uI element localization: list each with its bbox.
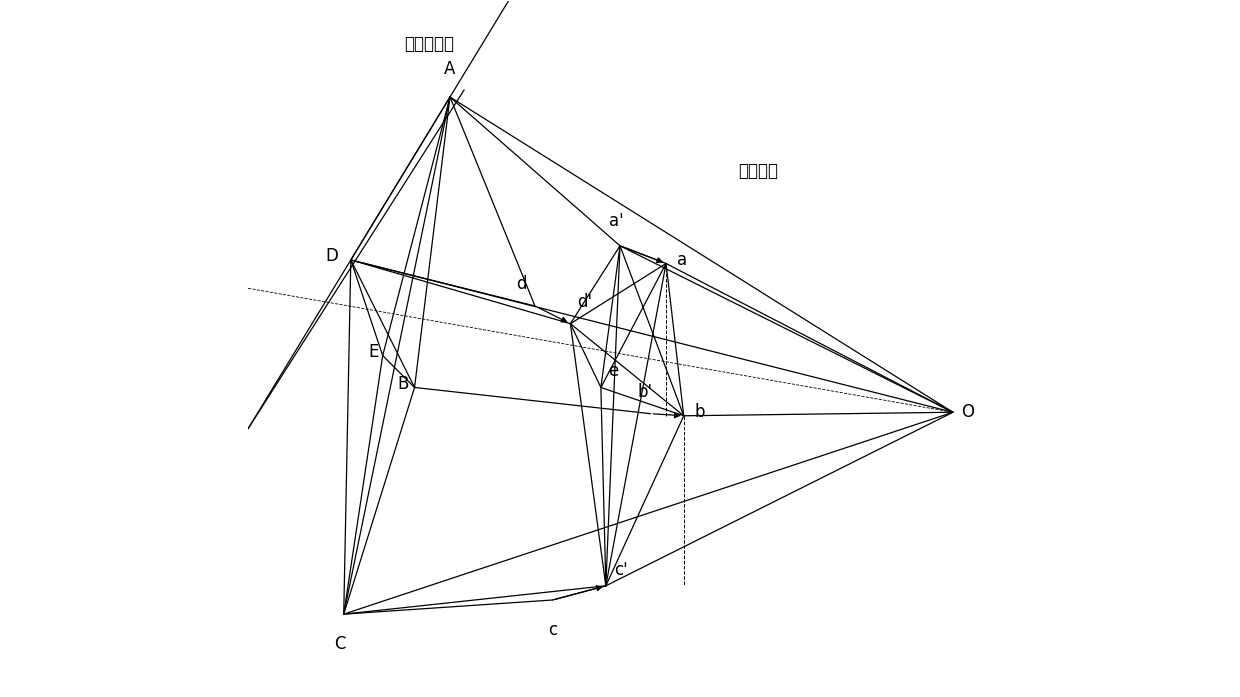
Text: e: e (608, 362, 619, 381)
Text: b': b' (637, 383, 652, 401)
Text: 靶标的像: 靶标的像 (738, 162, 779, 181)
Text: E: E (368, 343, 379, 361)
Text: 正方形靶标: 正方形靶标 (404, 35, 454, 53)
Text: C: C (335, 636, 346, 653)
Text: O: O (961, 404, 975, 421)
Text: c: c (548, 621, 557, 639)
Text: B: B (398, 375, 409, 393)
Text: d': d' (578, 293, 593, 311)
Text: b: b (694, 404, 704, 421)
Text: a: a (677, 251, 687, 269)
Text: a': a' (609, 212, 624, 230)
Text: c': c' (614, 560, 629, 579)
Text: D: D (325, 247, 339, 266)
Text: d: d (516, 275, 527, 293)
Text: A: A (444, 60, 455, 78)
